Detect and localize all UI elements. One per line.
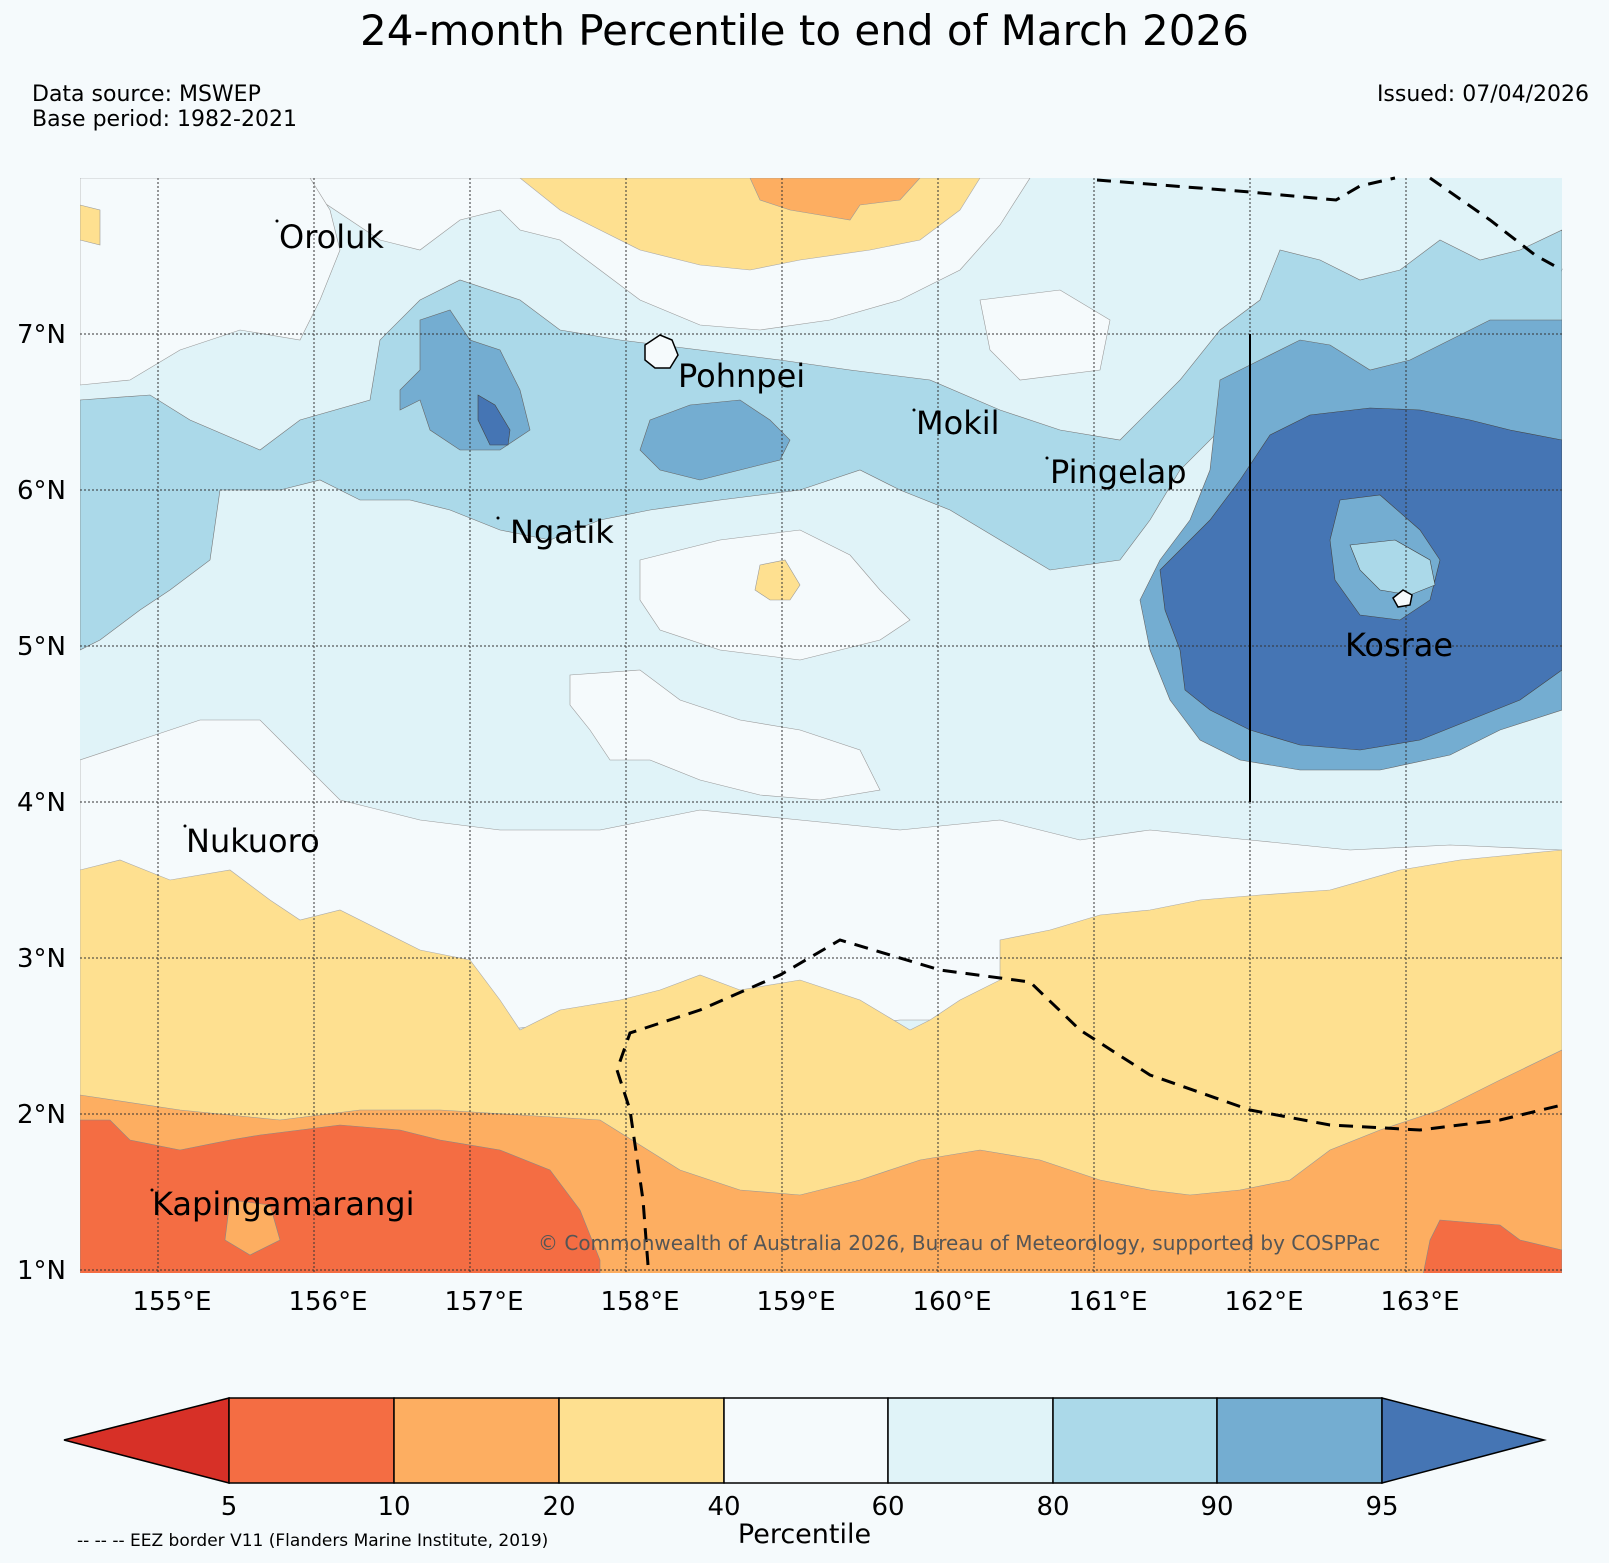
zone-80-90-kosrae-core — [1349, 539, 1436, 596]
zone-20-40-small-center — [754, 559, 801, 601]
lat-label-1: 1°N — [17, 1256, 66, 1286]
colorbar-tick-5: 5 — [221, 1492, 238, 1522]
zone-90-95-center — [639, 399, 791, 481]
eez-border-south — [615, 938, 1563, 1266]
eez-borders — [615, 176, 1563, 1266]
lat-label-5: 5°N — [17, 632, 66, 662]
colorbar-segment-80-90 — [1052, 1397, 1218, 1484]
colorbar-segment-20-40 — [558, 1397, 725, 1484]
mokil-atoll — [912, 408, 916, 412]
zone-40-60-northwest — [80, 178, 341, 386]
eez-border-northeast — [1429, 176, 1563, 272]
label-oroluk: Oroluk — [279, 218, 384, 256]
colorbar-segment-60-80 — [887, 1397, 1054, 1484]
ngatik-atoll — [496, 516, 500, 520]
lat-label-2: 2°N — [17, 1100, 66, 1130]
base-period: Base period: 1982-2021 — [32, 107, 297, 132]
zone-gt95-west — [477, 394, 511, 446]
label-kosrae: Kosrae — [1345, 626, 1453, 664]
eez-border-north — [1096, 176, 1396, 202]
latitude-labels: 7°N 6°N 5°N 4°N 3°N 2°N 1°N — [17, 320, 66, 1286]
nukuoro-atoll — [183, 824, 187, 828]
eez-legend-note: -- -- -- EEZ border V11 (Flanders Marine… — [77, 1531, 549, 1551]
data-source: Data source: MSWEP — [32, 82, 261, 107]
colorbar-tick-60: 60 — [871, 1492, 904, 1522]
map-title: 24-month Percentile to end of March 2026 — [360, 6, 1249, 55]
colorbar-ticks: 5 10 20 40 60 80 90 95 — [221, 1492, 1399, 1522]
label-mokil: Mokil — [916, 404, 1000, 442]
colorbar-tick-95: 95 — [1365, 1492, 1398, 1522]
pingelap-atoll — [1045, 456, 1049, 460]
kosrae-island — [1392, 589, 1413, 608]
data-info: Data source: MSWEP Base period: 1982-202… — [32, 82, 297, 132]
lon-label-157: 157°E — [444, 1287, 523, 1317]
issued-date: Issued: 07/04/2026 — [1376, 82, 1589, 107]
colorbar-segment-gt95 — [1381, 1397, 1547, 1484]
label-pohnpei: Pohnpei — [678, 357, 805, 395]
label-kapingamarangi: Kapingamarangi — [152, 1185, 414, 1223]
colorbar-segment-90-95 — [1216, 1397, 1383, 1484]
zone-10-20-north — [749, 178, 921, 221]
colorbar-title: Percentile — [737, 1519, 872, 1550]
zone-40-60-south-center — [569, 669, 881, 801]
colorbar-segment-40-60 — [723, 1397, 889, 1484]
label-pingelap: Pingelap — [1050, 453, 1187, 491]
oroluk-atoll — [275, 219, 279, 223]
lat-label-7: 7°N — [17, 320, 66, 350]
zone-40-60-pohnpei-east — [979, 289, 1111, 381]
pohnpei-island — [644, 334, 679, 369]
label-ngatik: Ngatik — [510, 513, 614, 551]
graticule — [80, 178, 1562, 1273]
colorbar — [63, 1397, 1547, 1484]
colorbar-tick-10: 10 — [377, 1492, 410, 1522]
colorbar-segment-10-20 — [393, 1397, 560, 1484]
zone-10-20-islet — [224, 1199, 281, 1256]
lon-label-160: 160°E — [912, 1287, 991, 1317]
lon-label-161: 161°E — [1068, 1287, 1147, 1317]
lon-label-162: 162°E — [1224, 1287, 1303, 1317]
kapingamarangi-atoll — [150, 1188, 154, 1192]
colorbar-segment-5-10 — [228, 1397, 395, 1484]
lon-label-159: 159°E — [756, 1287, 835, 1317]
zone-5-10-southeast — [1423, 1219, 1562, 1273]
label-nukuoro: Nukuoro — [186, 822, 320, 860]
zone-20-40-northwest — [80, 204, 101, 246]
place-labels: Oroluk Pohnpei Mokil Pingelap Ngatik Kos… — [152, 218, 1453, 1223]
colorbar-segment-lt5 — [63, 1397, 230, 1484]
lon-label-155: 155°E — [132, 1287, 211, 1317]
lat-label-4: 4°N — [17, 788, 66, 818]
colorbar-tick-40: 40 — [707, 1492, 740, 1522]
copyright-notice: © Commonwealth of Australia 2026, Bureau… — [538, 1231, 1380, 1255]
lat-label-3: 3°N — [17, 944, 66, 974]
longitude-labels: 155°E 156°E 157°E 158°E 159°E 160°E 161°… — [132, 1287, 1459, 1317]
percentile-field — [80, 178, 1562, 1273]
lon-label-163: 163°E — [1380, 1287, 1459, 1317]
lon-label-156: 156°E — [288, 1287, 367, 1317]
lon-label-158: 158°E — [600, 1287, 679, 1317]
lat-label-6: 6°N — [17, 476, 66, 506]
colorbar-tick-90: 90 — [1200, 1492, 1233, 1522]
colorbar-tick-20: 20 — [542, 1492, 575, 1522]
colorbar-tick-80: 80 — [1036, 1492, 1069, 1522]
